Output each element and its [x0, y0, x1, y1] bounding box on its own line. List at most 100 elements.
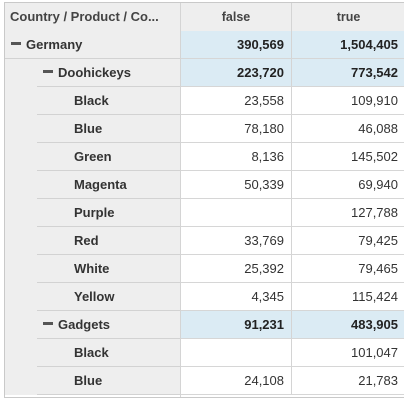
row-header-label: Yellow	[74, 289, 115, 304]
table-row: Green 8,136 145,502	[5, 143, 404, 171]
value-cell-false: 78,180	[181, 115, 292, 143]
pivot-table: Country / Product / Co... false true Ger…	[4, 2, 404, 398]
subtotal-row: Doohickeys 223,720 773,542	[5, 59, 404, 87]
value-cell-false: 223,720	[181, 59, 292, 87]
row-header-cell: Yellow	[5, 283, 181, 311]
value-cell-false	[181, 339, 292, 367]
row-divider	[37, 394, 181, 395]
value-cell-false	[181, 199, 292, 227]
row-divider	[181, 254, 404, 255]
row-header-label: Red	[74, 233, 99, 248]
row-divider	[37, 254, 181, 255]
row-divider	[181, 226, 404, 227]
row-divider	[181, 310, 404, 311]
row-divider	[181, 366, 404, 367]
row-divider	[37, 86, 181, 87]
value-cell-false: 33,769	[181, 227, 292, 255]
subtotal-row: Gadgets 91,231 483,905	[5, 311, 404, 339]
row-header-cell[interactable]: Germany	[5, 31, 181, 59]
row-divider	[5, 58, 181, 59]
row-header-label: Blue	[74, 373, 103, 388]
value-cell-true: 69,940	[358, 177, 398, 192]
row-header-cell: White	[5, 255, 181, 283]
row-header-cell[interactable]: Doohickeys	[5, 59, 181, 87]
row-header-label: Gadgets	[58, 317, 111, 332]
value-cell-false: 390,569	[181, 31, 292, 59]
value-cell-false: 23,558	[181, 87, 292, 115]
table-row: Purple 127,788	[5, 199, 404, 227]
table-row: Blue 78,180 46,088	[5, 115, 404, 143]
table-row: Black 101,047	[5, 339, 404, 367]
row-header-label: Green	[74, 149, 112, 164]
value-cell-true: 773,542	[292, 59, 404, 87]
row-divider	[181, 198, 404, 199]
row-header-label: Black	[74, 345, 109, 360]
row-divider	[181, 338, 404, 339]
row-header-cell: Red	[5, 227, 181, 255]
row-divider	[181, 142, 404, 143]
value-cell-true: 21,783	[358, 373, 398, 388]
column-divider	[180, 3, 181, 397]
value-cell-false: 4,345	[181, 283, 292, 311]
row-dimension-header-label: Country / Product / Co...	[10, 9, 159, 24]
value-cell-false: 91,231	[181, 311, 292, 339]
row-header-label: Magenta	[74, 177, 127, 192]
value-cell-true: 127,788	[351, 205, 398, 220]
subtotal-row: Germany 390,569 1,504,405	[5, 31, 404, 59]
collapse-icon[interactable]	[11, 42, 21, 46]
row-divider	[181, 170, 404, 171]
row-divider	[37, 282, 181, 283]
column-header-true[interactable]: true	[292, 3, 404, 31]
row-dimension-header[interactable]: Country / Product / Co...	[5, 3, 181, 31]
row-divider	[181, 86, 404, 87]
column-header-false-label: false	[221, 10, 251, 24]
row-header-label: Germany	[26, 37, 83, 52]
row-divider	[181, 394, 404, 395]
value-cell-true: 101,047	[351, 345, 398, 360]
table-row: Yellow 4,345 115,424	[5, 283, 404, 311]
row-header-label: Black	[74, 93, 109, 108]
row-header-label: Doohickeys	[58, 65, 131, 80]
row-divider	[181, 282, 404, 283]
table-row: White 25,392 79,465	[5, 255, 404, 283]
row-divider	[37, 198, 181, 199]
row-divider	[37, 310, 181, 311]
row-header-cell: Magenta	[5, 171, 181, 199]
value-cell-true: 483,905	[292, 311, 404, 339]
row-divider	[37, 226, 181, 227]
row-header-cell: Purple	[5, 199, 181, 227]
value-cell-true: 79,465	[358, 261, 398, 276]
row-header-cell: Black	[5, 339, 181, 367]
value-cell-false: 24,108	[181, 367, 292, 395]
value-cell-true: 145,502	[351, 149, 398, 164]
row-divider	[181, 58, 404, 59]
column-header-false[interactable]: false	[181, 3, 292, 31]
row-divider	[37, 142, 181, 143]
column-header-true-label: true	[336, 10, 361, 24]
row-header-cell: Blue	[5, 115, 181, 143]
row-divider	[181, 114, 404, 115]
row-divider	[37, 170, 181, 171]
table-row: Blue 24,108 21,783	[5, 367, 404, 395]
value-cell-false: 8,136	[181, 143, 292, 171]
value-cell-true: 79,425	[358, 233, 398, 248]
row-header-cell: Black	[5, 87, 181, 115]
row-header-cell: Blue	[5, 367, 181, 395]
row-divider	[37, 366, 181, 367]
collapse-icon[interactable]	[43, 322, 53, 326]
row-header-label: White	[74, 261, 110, 276]
value-cell-false: 50,339	[181, 171, 292, 199]
header-row: Country / Product / Co... false true	[5, 3, 404, 31]
row-header-label: Blue	[74, 121, 103, 136]
value-cell-false: 25,392	[181, 255, 292, 283]
table-row: Magenta 50,339 69,940	[5, 171, 404, 199]
row-divider	[37, 338, 181, 339]
row-header-label: Purple	[74, 205, 115, 220]
collapse-icon[interactable]	[43, 70, 53, 74]
value-cell-true: 1,504,405	[292, 31, 404, 59]
value-cell-true: 109,910	[351, 93, 398, 108]
table-row: Red 33,769 79,425	[5, 227, 404, 255]
row-header-cell[interactable]: Gadgets	[5, 311, 181, 339]
value-cell-true: 46,088	[358, 121, 398, 136]
row-divider	[37, 114, 181, 115]
